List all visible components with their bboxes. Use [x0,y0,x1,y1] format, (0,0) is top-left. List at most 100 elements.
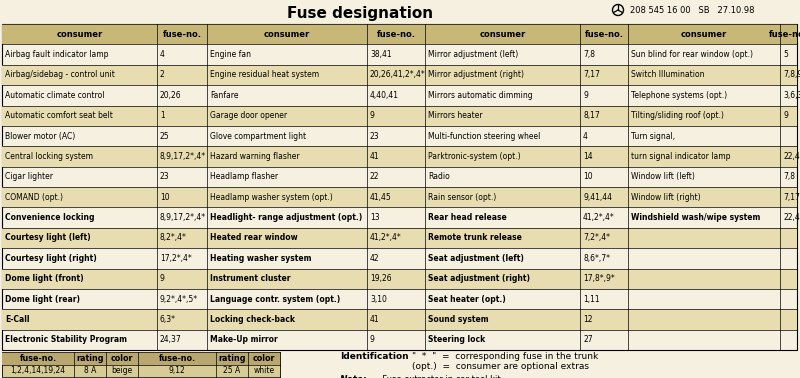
Text: beige: beige [111,366,133,375]
Text: 9: 9 [370,111,375,120]
Text: 41,2*,4*: 41,2*,4* [583,213,614,222]
Text: 8 A: 8 A [84,366,96,375]
Text: fuse-no.: fuse-no. [158,354,195,363]
Text: 41,2*,4*: 41,2*,4* [370,234,402,242]
Text: Courtesy light (right): Courtesy light (right) [5,254,97,263]
Text: 20,26: 20,26 [160,91,182,100]
Text: fuse-no.: fuse-no. [19,354,57,363]
Text: Locking check-back: Locking check-back [210,315,295,324]
Text: fuse-no.: fuse-no. [585,30,623,39]
Text: 8,9,17,2*,4*: 8,9,17,2*,4* [160,152,206,161]
Text: Sun blind for rear window (opt.): Sun blind for rear window (opt.) [631,50,753,59]
Text: 9: 9 [160,274,165,283]
Text: 9,12: 9,12 [169,366,186,375]
Text: 41: 41 [370,152,380,161]
Text: Mirrors automatic dimming: Mirrors automatic dimming [428,91,533,100]
Text: fuse-no.: fuse-no. [162,30,202,39]
Text: Electronic Stability Program: Electronic Stability Program [5,335,127,344]
Text: Dome light (rear): Dome light (rear) [5,294,80,304]
Text: Engine residual heat system: Engine residual heat system [210,70,319,79]
Text: Seat adjustment (left): Seat adjustment (left) [428,254,524,263]
Text: Engine fan: Engine fan [210,50,251,59]
Text: 7,17: 7,17 [783,193,800,202]
Bar [2,24,797,44]
Text: 7,8,9,17: 7,8,9,17 [783,70,800,79]
Bar [2,65,797,85]
Text: 17,2*,4*: 17,2*,4* [160,254,192,263]
Bar [2,377,280,378]
Bar [2,24,797,350]
Text: Multi-function steering wheel: Multi-function steering wheel [428,132,540,141]
Bar [2,309,797,330]
Text: Mirror adjustment (right): Mirror adjustment (right) [428,70,524,79]
Text: color: color [253,354,275,363]
Text: 42: 42 [370,254,380,263]
Text: 12: 12 [583,315,593,324]
Text: 8,17: 8,17 [583,111,600,120]
Text: 6,3*: 6,3* [160,315,176,324]
Text: Switch Illumination: Switch Illumination [631,70,705,79]
Text: 1: 1 [160,111,165,120]
Text: -  Fuse extractor in car tool kit: - Fuse extractor in car tool kit [374,375,501,378]
Text: 7,2*,4*: 7,2*,4* [583,234,610,242]
Bar [2,105,797,126]
Text: 9: 9 [583,91,588,100]
Text: 25 A: 25 A [223,366,241,375]
Text: Airbag/sidebag - control unit: Airbag/sidebag - control unit [5,70,115,79]
Text: 7,8: 7,8 [783,172,795,181]
Text: 2: 2 [160,70,165,79]
Text: Blower motor (AC): Blower motor (AC) [5,132,75,141]
Text: Make-Up mirror: Make-Up mirror [210,335,278,344]
Text: 23: 23 [160,172,170,181]
Text: fuse-no.: fuse-no. [377,30,415,39]
Text: Rear head release: Rear head release [428,213,506,222]
Text: Parktronic-system (opt.): Parktronic-system (opt.) [428,152,521,161]
Text: Language contr. system (opt.): Language contr. system (opt.) [210,294,340,304]
Text: Airbag fault indicator lamp: Airbag fault indicator lamp [5,50,109,59]
Text: 23: 23 [370,132,380,141]
Text: Seat adjustment (right): Seat adjustment (right) [428,274,530,283]
Text: Automatic climate control: Automatic climate control [5,91,105,100]
Text: 3,6,3*: 3,6,3* [783,91,800,100]
Text: 24,37: 24,37 [160,335,182,344]
Text: Courtesy light (left): Courtesy light (left) [5,234,90,242]
Text: 13: 13 [370,213,380,222]
Bar [2,228,797,248]
Text: consumer: consumer [56,30,102,39]
Text: fuse-no.: fuse-no. [769,30,800,39]
Text: Headlamp washer system (opt.): Headlamp washer system (opt.) [210,193,333,202]
Text: 9: 9 [370,335,375,344]
Text: 4,40,41: 4,40,41 [370,91,399,100]
Text: 17,8*,9*: 17,8*,9* [583,274,614,283]
Text: Window lift (right): Window lift (right) [631,193,701,202]
Text: 14: 14 [583,152,593,161]
Text: rating: rating [76,354,104,363]
Text: rating: rating [218,354,246,363]
Text: 20,26,41,2*,4*: 20,26,41,2*,4* [370,70,426,79]
Text: Convenience locking: Convenience locking [5,213,94,222]
Text: Heated rear window: Heated rear window [210,234,298,242]
Text: Radio: Radio [428,172,450,181]
Text: Cigar lighter: Cigar lighter [5,172,53,181]
Text: 25: 25 [160,132,170,141]
Text: 8,6*,7*: 8,6*,7* [583,254,610,263]
Text: Window lift (left): Window lift (left) [631,172,695,181]
Text: 10: 10 [583,172,593,181]
Text: 9,41,44: 9,41,44 [583,193,612,202]
Text: Fuse designation: Fuse designation [287,6,433,21]
Bar [2,268,797,289]
Text: consumer: consumer [264,30,310,39]
Text: Mirrors heater: Mirrors heater [428,111,482,120]
Text: Windshield wash/wipe system: Windshield wash/wipe system [631,213,760,222]
Bar [2,187,797,208]
Text: Turn signal,: Turn signal, [631,132,675,141]
Text: E-Call: E-Call [5,315,30,324]
Text: Sound system: Sound system [428,315,489,324]
Text: 4: 4 [160,50,165,59]
Text: "  *  "  =  corresponding fuse in the trunk: " * " = corresponding fuse in the trunk [412,352,598,361]
Text: Note:: Note: [340,375,368,378]
Text: 38,41: 38,41 [370,50,392,59]
Text: Steering lock: Steering lock [428,335,486,344]
Text: 9: 9 [783,111,788,120]
Bar [2,352,280,378]
